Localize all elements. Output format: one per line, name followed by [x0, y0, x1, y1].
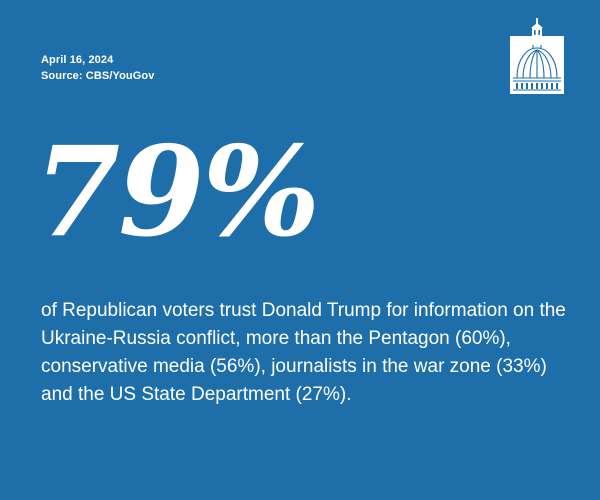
stat-description: of Republican voters trust Donald Trump … — [41, 300, 566, 405]
headline-stat: 79% — [34, 120, 320, 265]
capitol-dome-icon — [510, 18, 564, 94]
date-label: April 16, 2024 — [41, 54, 114, 66]
source-label: Source: CBS/YouGov — [41, 70, 155, 82]
source-info: April 16, 2024 Source: CBS/YouGov — [41, 52, 154, 84]
